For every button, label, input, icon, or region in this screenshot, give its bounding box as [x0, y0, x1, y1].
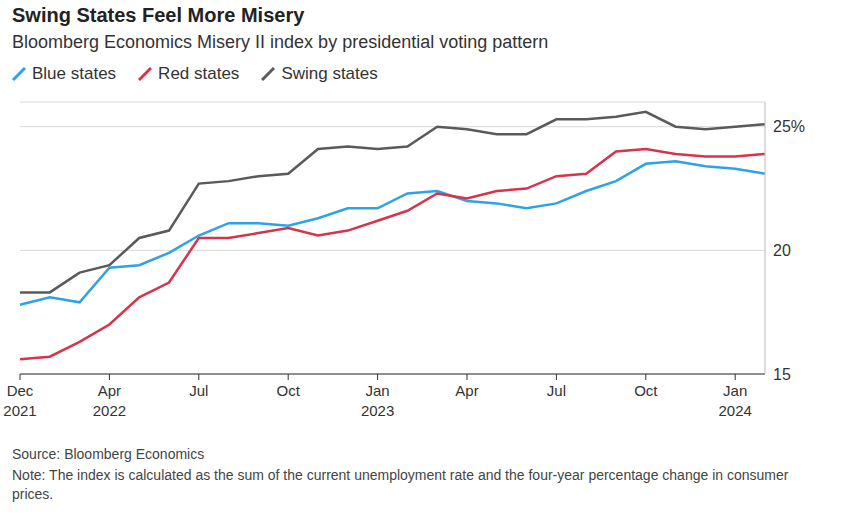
- svg-text:15: 15: [773, 366, 791, 383]
- html-text:Red states: Red states: [158, 64, 240, 83]
- svg-text:Apr: Apr: [455, 382, 478, 399]
- html-text:Swing States Feel More Misery: Swing States Feel More Misery: [12, 4, 305, 26]
- svg-text:20: 20: [773, 242, 791, 259]
- svg-text:Jul: Jul: [189, 382, 208, 399]
- svg-text:Jan2023: Jan2023: [361, 382, 394, 419]
- svg-text:25%: 25%: [773, 118, 805, 135]
- html-text:Source: Bloomberg Economics: Source: Bloomberg Economics: [12, 446, 205, 462]
- html-text:Blue states: Blue states: [32, 64, 117, 83]
- svg-text:Apr2022: Apr2022: [93, 382, 126, 419]
- svg-text:Oct: Oct: [277, 382, 301, 399]
- svg-text:Dec2021: Dec2021: [8, 382, 37, 419]
- html-text:Swing states: Swing states: [281, 64, 378, 83]
- html-text:Bloomberg Economics Misery II: Bloomberg Economics Misery II index by p…: [12, 32, 549, 52]
- svg-text:Oct: Oct: [634, 382, 658, 399]
- svg-text:Jan2024: Jan2024: [719, 382, 752, 419]
- html-text:Note: The index is calculated: Note: The index is calculated as the sum…: [12, 467, 789, 502]
- svg-text:Jul: Jul: [547, 382, 566, 399]
